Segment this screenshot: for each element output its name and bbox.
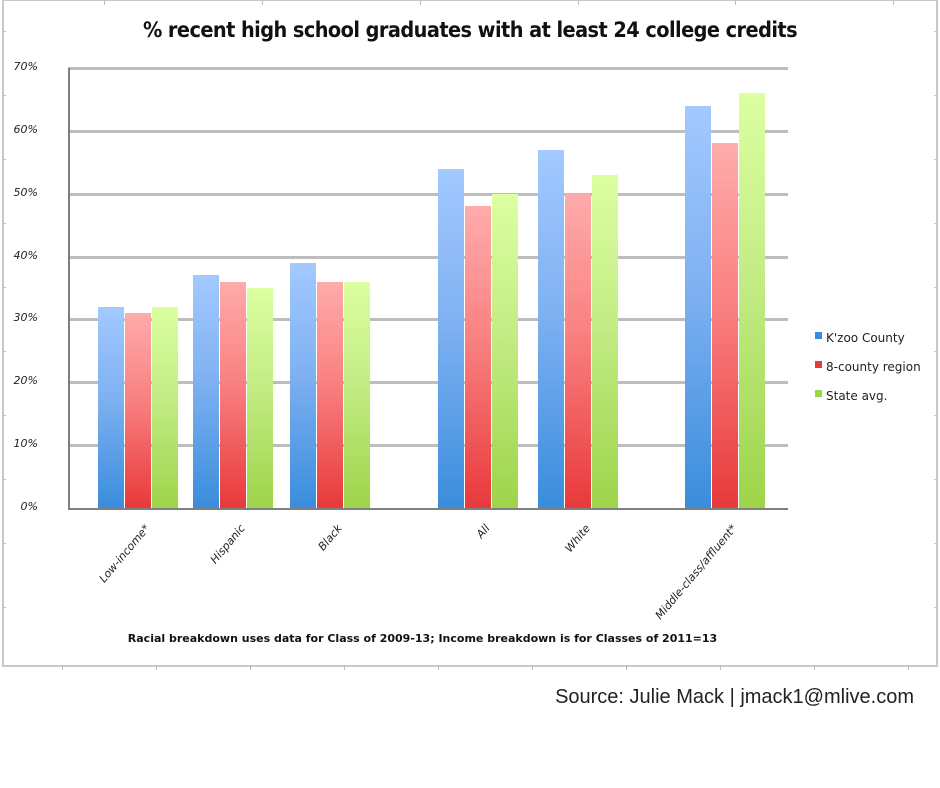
column-tick bbox=[62, 665, 63, 670]
column-tick bbox=[578, 0, 579, 5]
column-tick bbox=[720, 665, 721, 670]
bar bbox=[592, 174, 618, 508]
row-tick bbox=[934, 223, 938, 224]
column-tick bbox=[344, 665, 345, 670]
legend-label: State avg. bbox=[826, 388, 888, 403]
column-tick bbox=[250, 665, 251, 670]
column-tick bbox=[814, 665, 815, 670]
row-tick bbox=[934, 95, 938, 96]
row-tick bbox=[934, 287, 938, 288]
y-tick-label: 20% bbox=[13, 374, 38, 388]
y-tick-label: 40% bbox=[13, 248, 38, 262]
row-tick bbox=[934, 607, 938, 608]
bar bbox=[344, 281, 370, 508]
source-credit: Source: Julie Mack | jmack1@mlive.com bbox=[555, 686, 914, 708]
bar bbox=[712, 143, 738, 508]
legend-label: K'zoo County bbox=[826, 330, 905, 345]
column-tick bbox=[532, 665, 533, 670]
row-tick bbox=[2, 31, 6, 32]
bar bbox=[465, 206, 491, 508]
bar bbox=[685, 105, 711, 508]
row-tick bbox=[934, 31, 938, 32]
row-tick bbox=[2, 95, 6, 96]
row-tick bbox=[2, 287, 6, 288]
row-tick bbox=[2, 223, 6, 224]
column-tick bbox=[626, 665, 627, 670]
y-axis-line bbox=[68, 68, 70, 510]
gridline bbox=[68, 318, 788, 322]
gridline bbox=[68, 444, 788, 448]
legend-swatch-blue-icon bbox=[815, 332, 822, 339]
column-tick bbox=[156, 665, 157, 670]
y-tick-label: 50% bbox=[13, 185, 38, 199]
row-tick bbox=[934, 543, 938, 544]
y-tick-label: 60% bbox=[13, 122, 38, 136]
legend-item-kzoo-county: K'zoo County bbox=[815, 323, 921, 352]
chart-footnote: Racial breakdown uses data for Class of … bbox=[127, 632, 718, 645]
row-tick bbox=[2, 479, 6, 480]
bar bbox=[538, 149, 564, 508]
row-tick bbox=[2, 543, 6, 544]
row-tick bbox=[934, 415, 938, 416]
bar bbox=[438, 168, 464, 508]
row-tick bbox=[934, 351, 938, 352]
column-tick bbox=[908, 665, 909, 670]
column-tick bbox=[420, 0, 421, 5]
gridline bbox=[68, 67, 788, 70]
legend-item-state-avg: State avg. bbox=[815, 381, 921, 410]
column-tick bbox=[438, 665, 439, 670]
gridline bbox=[68, 381, 788, 385]
legend-label: 8-county region bbox=[826, 359, 921, 374]
bar bbox=[317, 281, 343, 508]
row-tick bbox=[2, 159, 6, 160]
y-tick-label: 0% bbox=[20, 500, 38, 513]
y-tick-label: 10% bbox=[13, 437, 38, 451]
gridline bbox=[68, 255, 788, 259]
row-tick bbox=[934, 159, 938, 160]
gridline bbox=[68, 192, 788, 196]
plot-area bbox=[68, 67, 788, 510]
legend-item-8-county-region: 8-county region bbox=[815, 352, 921, 381]
bar bbox=[565, 193, 591, 508]
column-tick bbox=[262, 0, 263, 5]
bar bbox=[290, 262, 316, 508]
gridline bbox=[68, 129, 788, 133]
legend-swatch-green-icon bbox=[815, 390, 822, 397]
bar bbox=[98, 306, 124, 508]
bar bbox=[125, 313, 151, 508]
y-tick-label: 70% bbox=[13, 60, 38, 73]
bar bbox=[220, 281, 246, 508]
column-tick bbox=[893, 0, 894, 5]
bar bbox=[739, 93, 765, 508]
y-tick-label: 30% bbox=[13, 311, 38, 325]
bar bbox=[247, 288, 273, 508]
column-tick bbox=[104, 0, 105, 5]
legend: K'zoo County 8-county region State avg. bbox=[815, 323, 921, 410]
bar bbox=[492, 193, 518, 508]
row-tick bbox=[2, 607, 6, 608]
chart-title: % recent high school graduates with at l… bbox=[142, 18, 798, 42]
row-tick bbox=[2, 351, 6, 352]
row-tick bbox=[2, 415, 6, 416]
row-tick bbox=[934, 479, 938, 480]
bar bbox=[152, 306, 178, 508]
legend-swatch-red-icon bbox=[815, 361, 822, 368]
column-tick bbox=[735, 0, 736, 5]
x-axis-line bbox=[68, 508, 788, 510]
bar bbox=[193, 275, 219, 508]
